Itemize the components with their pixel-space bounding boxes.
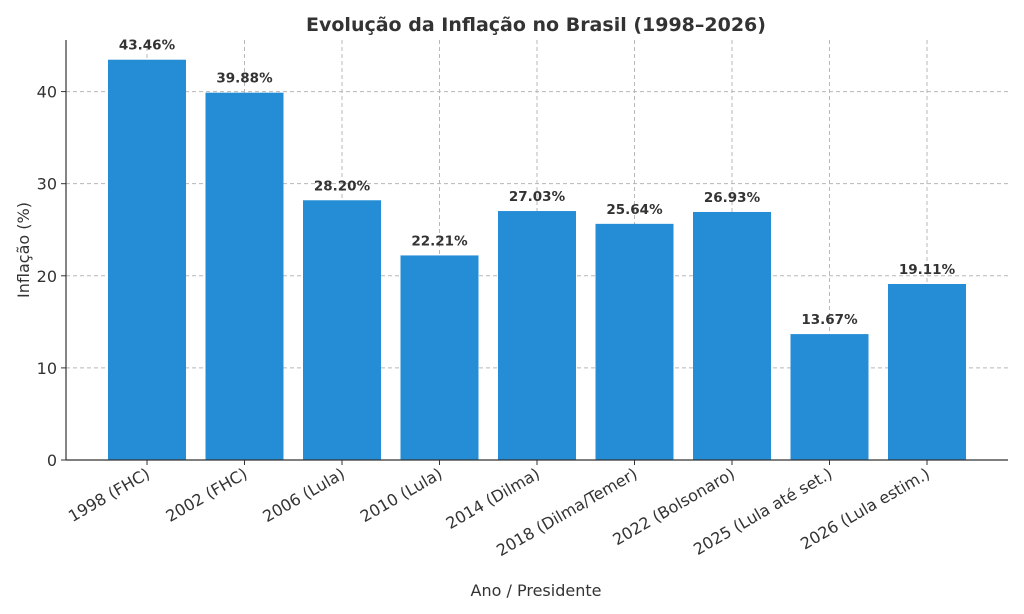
y-tick-label: 40 xyxy=(37,83,57,102)
bar-value-label: 28.20% xyxy=(314,178,371,194)
bar xyxy=(693,211,771,460)
y-tick-label: 30 xyxy=(37,175,57,194)
bar xyxy=(303,200,381,460)
data-labels: 43.46% 39.88% 28.20% 22.21% 27.03% 25.64% 26.9… xyxy=(119,38,956,328)
bar xyxy=(595,223,674,460)
x-tick-label: 2010 (Lula) xyxy=(357,464,446,526)
bar-value-label: 43.46% xyxy=(119,38,176,54)
chart-title: Evolução da Inflação no Brasil (1998–202… xyxy=(306,14,766,36)
bar xyxy=(108,59,186,461)
y-axis-label: Inflação (%) xyxy=(14,202,33,298)
bar-value-label: 19.11% xyxy=(899,262,956,278)
x-tick-label: 2006 (Lula) xyxy=(259,464,348,526)
bars xyxy=(108,59,966,461)
bar-value-label: 25.64% xyxy=(606,202,663,218)
bar xyxy=(790,334,869,460)
bar-value-label: 13.67% xyxy=(801,312,858,328)
x-tick-label: 1998 (FHC) xyxy=(65,464,153,526)
bar-value-label: 27.03% xyxy=(509,189,566,205)
x-tick-label: 2002 (FHC) xyxy=(162,464,250,526)
bar xyxy=(400,255,479,460)
y-tick-label: 10 xyxy=(37,359,57,378)
bar-value-label: 22.21% xyxy=(411,233,468,249)
bar-value-label: 26.93% xyxy=(704,190,761,206)
bar-value-label: 39.88% xyxy=(216,71,273,87)
bar xyxy=(205,92,284,461)
bar xyxy=(498,211,576,460)
y-tick-label: 0 xyxy=(47,451,57,470)
bar xyxy=(888,283,966,460)
y-tick-label: 20 xyxy=(37,267,57,286)
x-axis-label: Ano / Presidente xyxy=(471,581,602,600)
